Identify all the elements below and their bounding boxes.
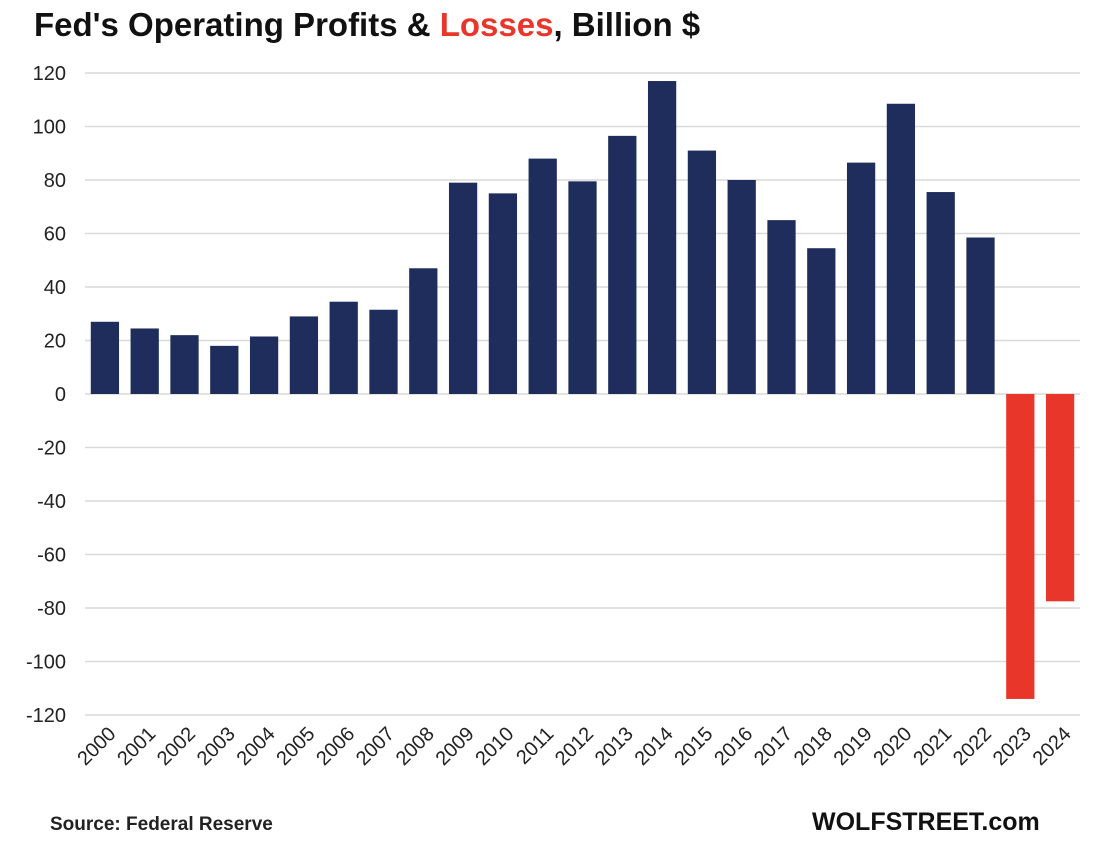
- x-tick-label: 2009: [432, 723, 479, 770]
- brand-watermark: WOLFSTREET.com: [812, 808, 1040, 836]
- bar: [289, 316, 319, 394]
- bar: [608, 135, 637, 395]
- bar: [130, 328, 159, 394]
- x-tick-label: 2021: [909, 723, 956, 770]
- x-tick-label: 2019: [830, 723, 877, 770]
- x-tick-label: 2011: [512, 723, 558, 769]
- x-tick-label: 2005: [272, 723, 319, 770]
- x-tick-label: 2012: [551, 723, 598, 770]
- x-tick-label: 2006: [312, 723, 359, 770]
- x-tick-label: 2000: [73, 723, 120, 770]
- x-tick-label: 2016: [710, 723, 757, 770]
- x-tick-label: 2024: [1029, 723, 1076, 770]
- bar: [448, 182, 478, 394]
- bar: [568, 181, 597, 394]
- title-part-losses: Losses: [439, 6, 554, 43]
- source-note: Source: Federal Reserve: [50, 814, 273, 835]
- bar: [528, 158, 557, 394]
- bar: [329, 301, 358, 394]
- x-tick-label: 2010: [471, 723, 518, 770]
- bar: [767, 220, 796, 394]
- bar: [210, 345, 239, 394]
- bar: [369, 309, 398, 394]
- bar: [926, 192, 955, 394]
- bar: [846, 162, 876, 394]
- x-tick-label: 2002: [153, 723, 200, 770]
- bar: [647, 81, 677, 395]
- x-tick-label: 2017: [750, 723, 797, 770]
- x-tick-label: 2022: [949, 723, 996, 770]
- y-tick-label: 40: [44, 277, 66, 299]
- bar: [90, 321, 120, 394]
- x-tick-label: 2014: [631, 723, 678, 770]
- y-tick-label: -20: [37, 438, 66, 460]
- chart-title: Fed's Operating Profits & Losses, Billio…: [34, 6, 700, 44]
- bar: [807, 248, 836, 394]
- x-tick-label: 2008: [392, 723, 439, 770]
- bar: [488, 193, 518, 394]
- x-tick-label: 2001: [113, 723, 160, 770]
- y-tick-label: 20: [44, 331, 66, 353]
- x-tick-label: 2020: [869, 723, 916, 770]
- bar: [1045, 394, 1075, 602]
- bar: [727, 180, 756, 394]
- bar: [687, 150, 717, 394]
- y-tick-label: 0: [55, 384, 66, 406]
- x-tick-label: 2018: [790, 723, 837, 770]
- x-tick-label: 2004: [233, 723, 280, 770]
- x-tick-label: 2003: [193, 723, 240, 770]
- y-tick-label: -100: [26, 652, 66, 674]
- y-tick-label: -80: [37, 598, 66, 620]
- y-tick-label: -40: [37, 491, 66, 513]
- bar: [886, 103, 916, 394]
- bar: [409, 268, 438, 394]
- title-part-units: , Billion $: [553, 6, 701, 43]
- x-tick-label: 2023: [989, 723, 1036, 770]
- x-tick-label: 2015: [670, 723, 717, 770]
- y-tick-label: -60: [37, 545, 66, 567]
- y-tick-label: 60: [44, 224, 66, 246]
- title-part-profits: Fed's Operating Profits &: [34, 6, 440, 43]
- bar: [966, 237, 995, 394]
- y-tick-label: 120: [33, 63, 66, 85]
- x-tick-label: 2007: [352, 723, 399, 770]
- bar: [170, 335, 199, 394]
- y-tick-label: 80: [44, 170, 66, 192]
- bar: [1006, 394, 1035, 699]
- bar: [249, 336, 279, 394]
- y-tick-label: -120: [26, 705, 66, 727]
- x-tick-label: 2013: [591, 723, 638, 770]
- y-tick-label: 100: [33, 117, 66, 139]
